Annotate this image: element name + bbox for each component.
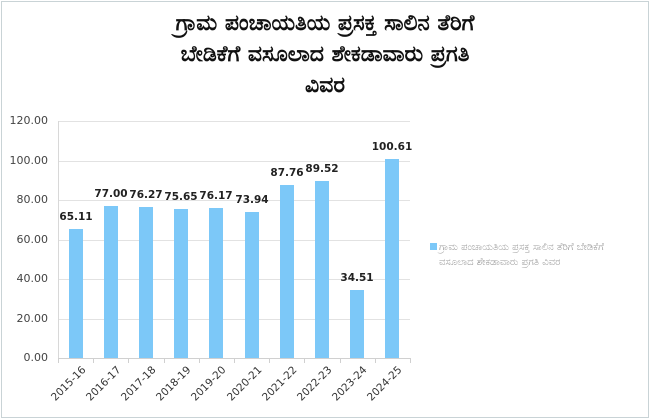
x-tick-mark xyxy=(375,358,376,363)
bar-2020-21[interactable] xyxy=(245,212,259,358)
data-label: 34.51 xyxy=(340,272,374,284)
bar-2019-20[interactable] xyxy=(209,208,223,358)
x-tick-mark xyxy=(269,358,270,363)
data-label: 75.65 xyxy=(164,191,198,203)
title-line-2: ಬೇಡಿಕೆಗೆ ವಸೂಲಾದ ಶೇಕಡಾವಾರು ಪ್ರಗತಿ xyxy=(180,42,470,67)
data-label: 76.17 xyxy=(199,190,233,202)
legend-swatch-icon xyxy=(430,243,437,250)
title-line-3: ವಿವರ xyxy=(305,73,345,98)
y-tick-label: 60.00 xyxy=(16,233,49,246)
x-tick-mark xyxy=(164,358,165,363)
chart-title: ಗ್ರಾಮ ಪಂಚಾಯತಿಯ ಪ್ರಸಕ್ತ ಸಾಲಿನ ತೆರಿಗೆ ಬೇಡಿ… xyxy=(40,8,610,101)
data-label: 76.27 xyxy=(129,189,163,201)
x-tick-mark xyxy=(304,358,305,363)
y-tick-label: 100.00 xyxy=(9,154,49,167)
gridline xyxy=(58,279,410,280)
data-label: 87.76 xyxy=(270,167,304,179)
y-axis-line xyxy=(58,121,59,358)
y-tick-label: 80.00 xyxy=(16,193,49,206)
bar-2024-25[interactable] xyxy=(385,159,399,358)
bar-2023-24[interactable] xyxy=(350,290,364,358)
bar-2015-16[interactable] xyxy=(69,229,83,358)
x-tick-mark xyxy=(93,358,94,363)
y-tick-label: 120.00 xyxy=(9,114,49,127)
x-tick-mark xyxy=(199,358,200,363)
y-tick-label: 40.00 xyxy=(16,272,49,285)
x-tick-mark xyxy=(234,358,235,363)
bar-2022-23[interactable] xyxy=(315,181,329,358)
x-tick-mark xyxy=(410,358,411,363)
gridline xyxy=(58,319,410,320)
bar-2018-19[interactable] xyxy=(174,209,188,358)
bar-2017-18[interactable] xyxy=(139,207,153,358)
x-tick-mark xyxy=(58,358,59,363)
data-label: 89.52 xyxy=(305,163,339,175)
legend-label: ಗ್ರಾಮ ಪಂಚಾಯತಿಯ ಪ್ರಸಕ್ತ ಸಾಲಿನ ತೆರಿಗೆ ಬೇಡಿ… xyxy=(439,242,604,268)
gridline xyxy=(58,121,410,122)
y-tick-label: 20.00 xyxy=(16,312,49,325)
data-label: 100.61 xyxy=(371,141,413,153)
data-label: 77.00 xyxy=(94,188,128,200)
gridline xyxy=(58,200,410,201)
title-line-1: ಗ್ರಾಮ ಪಂಚಾಯತಿಯ ಪ್ರಸಕ್ತ ಸಾಲಿನ ತೆರಿಗೆ xyxy=(175,11,475,36)
x-tick-mark xyxy=(128,358,129,363)
bar-2021-22[interactable] xyxy=(280,185,294,358)
bar-2016-17[interactable] xyxy=(104,206,118,358)
gridline xyxy=(58,240,410,241)
y-tick-label: 0.00 xyxy=(23,351,49,364)
gridline xyxy=(58,161,410,162)
data-label: 73.94 xyxy=(235,194,269,206)
x-tick-mark xyxy=(340,358,341,363)
data-label: 65.11 xyxy=(59,211,93,223)
